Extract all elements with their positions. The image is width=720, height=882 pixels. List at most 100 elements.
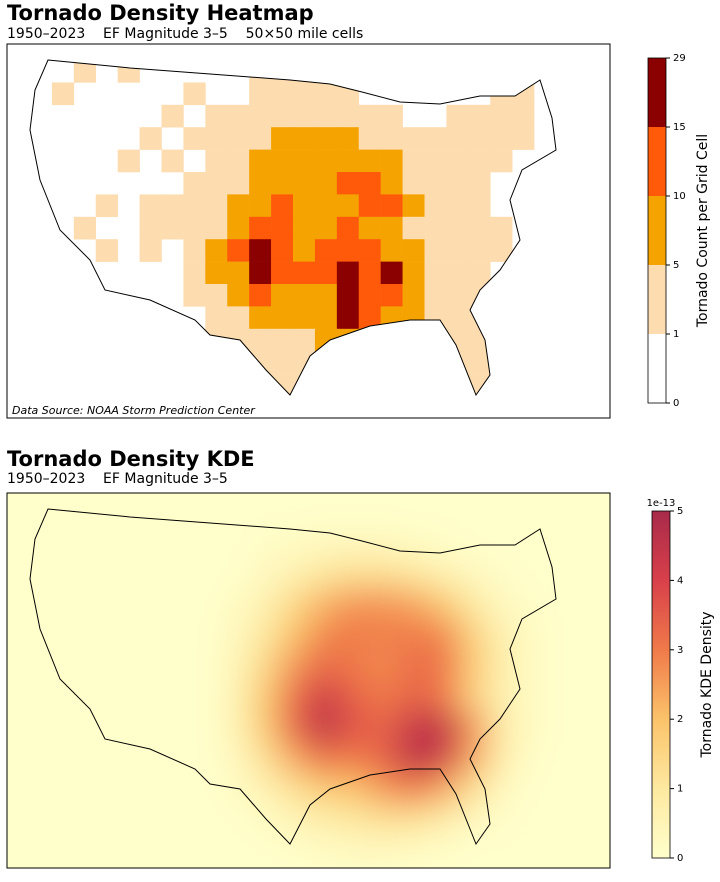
kde-cell <box>368 495 400 527</box>
heat-cell <box>227 306 250 330</box>
kde-cell <box>488 556 519 589</box>
heat-cell <box>358 194 381 218</box>
kde-cell <box>159 680 190 712</box>
heat-cell <box>314 149 338 173</box>
kde-cell <box>129 618 160 651</box>
kde-cell <box>279 804 310 836</box>
kde-cell <box>548 495 579 527</box>
heat-cell <box>446 172 469 195</box>
colorbar-segment <box>648 334 666 403</box>
kde-cell <box>99 649 131 681</box>
kde-cell <box>548 556 579 589</box>
heat-cell <box>446 306 469 330</box>
kde-cell <box>129 711 160 743</box>
heat-cell <box>336 284 360 307</box>
heat-cell <box>227 284 250 307</box>
heat-cell <box>271 351 294 374</box>
heat-cell <box>512 104 535 128</box>
heat-cell <box>249 127 272 150</box>
kde-cell <box>309 742 340 774</box>
kde-cell <box>99 835 131 867</box>
heat-cell <box>358 216 381 240</box>
kde-cell <box>279 495 310 527</box>
heat-cell <box>227 149 250 173</box>
heat-cell <box>402 216 425 240</box>
colorbar-tick-label: 0 <box>677 853 683 864</box>
kde-cell <box>428 711 459 743</box>
heat-cell <box>249 149 272 173</box>
heat-cell <box>424 284 447 307</box>
colorbar-tick-label: 29 <box>673 53 686 64</box>
kde-cell <box>428 495 459 527</box>
heat-cell <box>293 172 316 195</box>
heat-cell <box>468 194 491 218</box>
heat-cell <box>314 216 338 240</box>
colorbar-tick-label: 5 <box>673 260 679 271</box>
kde-cell <box>398 711 430 743</box>
kde-cell <box>398 680 430 712</box>
heat-cell <box>183 82 206 106</box>
kde-cell <box>518 742 549 774</box>
kde-cell <box>338 649 370 681</box>
kde-cell <box>368 525 400 558</box>
heat-cell <box>205 194 228 218</box>
kde-cell <box>518 835 549 867</box>
kde-cell <box>39 525 71 558</box>
heat-cell <box>249 284 272 307</box>
kde-cell <box>578 556 609 589</box>
heat-cell <box>183 239 206 262</box>
kde-cell <box>458 804 489 836</box>
heat-cell <box>336 172 360 195</box>
kde-cell <box>338 680 370 712</box>
heat-cell <box>468 261 491 285</box>
kde-cell <box>368 618 400 651</box>
heat-cell <box>227 104 250 128</box>
kde-cell <box>309 649 340 681</box>
kde-cell <box>159 618 190 651</box>
heat-cell <box>161 149 184 173</box>
heat-cell <box>380 284 403 307</box>
heat-cell <box>227 261 250 285</box>
heat-cell <box>139 127 162 150</box>
kde-cell <box>548 804 579 836</box>
kde-cell <box>219 525 250 558</box>
heat-cell <box>293 216 316 240</box>
heat-cell <box>183 216 206 240</box>
kde-cell <box>338 711 370 743</box>
heat-cell <box>336 127 360 150</box>
kde-cell <box>249 525 280 558</box>
colorbar-tick-label: 1 <box>677 784 683 795</box>
colorbar-segment <box>648 265 666 334</box>
heat-cell <box>161 216 184 240</box>
heat-cell <box>227 172 250 195</box>
kde-cell <box>309 495 340 527</box>
kde-cell <box>10 711 41 743</box>
kde-cell <box>249 835 280 867</box>
kde-cell <box>219 804 250 836</box>
kde-cell <box>368 804 400 836</box>
chart-subtitle: 1950–2023 EF Magnitude 3–5 50×50 mile ce… <box>7 26 363 42</box>
heat-cell <box>380 261 403 285</box>
kde-cell <box>129 649 160 681</box>
kde-cell <box>398 804 430 836</box>
kde-cell <box>279 587 310 620</box>
kde-cell <box>458 835 489 867</box>
kde-cell <box>129 587 160 620</box>
kde-cell <box>578 525 609 558</box>
kde-cell <box>39 773 71 805</box>
heat-cell <box>380 172 403 195</box>
heat-cell <box>380 127 403 150</box>
kde-cell <box>39 680 71 712</box>
kde-cell <box>458 618 489 651</box>
heat-cell <box>73 216 97 240</box>
kde-cell <box>249 587 280 620</box>
kde-cell <box>99 587 131 620</box>
kde-cell <box>189 618 220 651</box>
heat-cell <box>402 239 425 262</box>
kde-cell <box>578 587 609 620</box>
kde-cell <box>159 525 190 558</box>
heat-cell <box>446 284 469 307</box>
heat-cell <box>183 194 206 218</box>
kde-cell <box>99 525 131 558</box>
colorbar-tick-label: 5 <box>677 506 683 517</box>
